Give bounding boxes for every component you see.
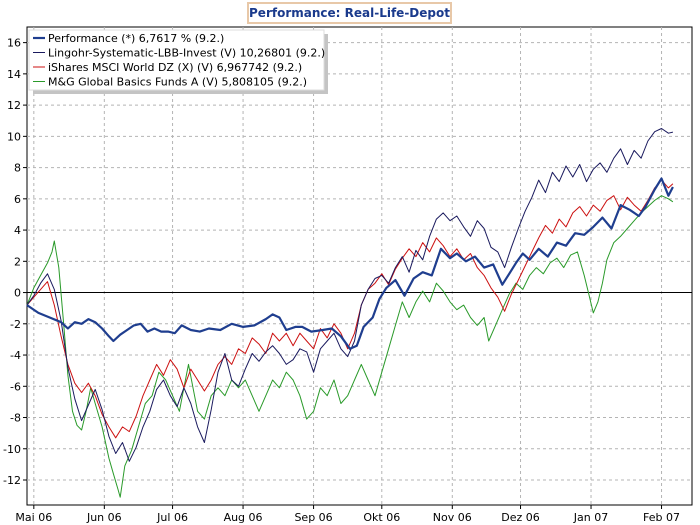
legend-label-2: iShares MSCI World DZ (X) (V) 6,967742 (… (48, 61, 302, 74)
y-tick-label: 16 (7, 37, 21, 50)
x-tick-label: Dez 06 (501, 511, 540, 524)
series-line-0 (26, 177, 674, 350)
y-axis: 16 14 12 10 8 6 4 2 0 -2 -4 -6 -8 -10 -12 (3, 37, 27, 487)
x-tick-label: Sep 06 (294, 511, 332, 524)
y-tick-label: -12 (3, 474, 21, 487)
x-tick-label: Jun 06 (86, 511, 122, 524)
legend-label-3: M&G Global Basics Funds A (V) 5,808105 (… (48, 76, 307, 89)
y-tick-label: 4 (14, 224, 21, 237)
x-tick-label: Jan 07 (573, 511, 608, 524)
y-tick-label: 0 (14, 287, 21, 300)
y-tick-label: 14 (7, 68, 21, 81)
y-tick-label: 8 (14, 162, 21, 175)
y-tick-label: 2 (14, 255, 21, 268)
y-tick-label: -6 (10, 380, 21, 393)
chart-title: Performance: Real-Life-Depot (247, 2, 452, 24)
legend: Performance (*) 6,7617 % (9.2.) Lingohr-S… (28, 29, 328, 94)
y-tick-label: 10 (7, 130, 21, 143)
x-tick-label: Feb 07 (643, 511, 680, 524)
chart-title-text: Performance: Real-Life-Depot (249, 6, 450, 20)
x-axis: Mai 06 Jun 06 Jul 06 Aug 06 Sep 06 Okt 06 Nov … (15, 505, 680, 524)
y-tick-label: 6 (14, 193, 21, 206)
y-tick-label: -10 (3, 443, 21, 456)
x-tick-label: Mai 06 (15, 511, 52, 524)
legend-label-0: Performance (*) 6,7617 % (9.2.) (48, 32, 224, 45)
plot-area (26, 26, 693, 506)
series-line-3 (26, 195, 674, 498)
y-tick-label: -2 (10, 318, 21, 331)
y-tick-label: -8 (10, 412, 21, 425)
legend-label-1: Lingohr-Systematic-LBB-Invest (V) 10,268… (48, 47, 325, 60)
x-tick-label: Okt 06 (363, 511, 400, 524)
x-tick-label: Nov 06 (433, 511, 472, 524)
legend-box (28, 29, 325, 91)
grid-lines (27, 27, 692, 505)
y-tick-label: 12 (7, 99, 21, 112)
series-line-2 (26, 179, 674, 439)
y-tick-label: -4 (10, 349, 21, 362)
x-tick-label: Aug 06 (224, 511, 263, 524)
x-tick-label: Jul 06 (156, 511, 188, 524)
series-group (26, 128, 674, 498)
